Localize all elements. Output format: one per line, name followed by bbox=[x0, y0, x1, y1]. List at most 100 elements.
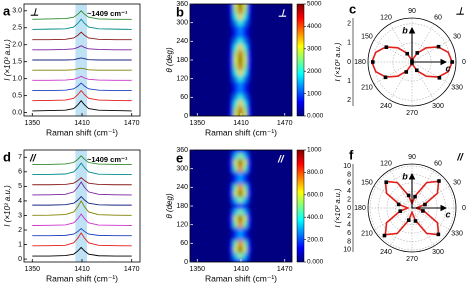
heatmap-cell bbox=[242, 234, 247, 241]
x-tick-label: 1350 bbox=[189, 266, 205, 273]
heatmap-cell bbox=[238, 159, 243, 166]
heatmap-cell bbox=[242, 112, 247, 116]
polarization-symbol: // bbox=[29, 154, 37, 165]
spectrum-line bbox=[32, 100, 132, 112]
data-point bbox=[384, 45, 389, 49]
spectrum-line bbox=[32, 213, 132, 226]
angle-tick-label: 240 bbox=[380, 249, 392, 256]
panel-letter: a bbox=[3, 3, 11, 18]
data-point bbox=[405, 51, 410, 56]
polar-spoke bbox=[411, 207, 435, 247]
highlight-band bbox=[75, 150, 87, 262]
x-tick-label: 1350 bbox=[24, 120, 40, 127]
heatmap-cell bbox=[233, 75, 239, 82]
heatmap-cell bbox=[246, 106, 252, 113]
heatmap-cell bbox=[233, 100, 239, 107]
heatmap-cell bbox=[238, 234, 243, 241]
heatmap-cell bbox=[229, 184, 234, 191]
heatmap-cell bbox=[233, 94, 239, 101]
y-tick-label: 0.0 bbox=[12, 109, 22, 116]
x-tick-label: 1410 bbox=[233, 120, 249, 127]
heatmap-cell bbox=[229, 19, 234, 26]
radial-tick-label: 0 bbox=[347, 205, 351, 212]
heatmap-cell bbox=[238, 88, 243, 95]
heatmap-cell bbox=[242, 178, 247, 185]
heatmap-cell bbox=[229, 38, 234, 45]
heatmap-cell bbox=[238, 165, 243, 172]
heatmap-cell bbox=[238, 252, 243, 259]
angle-tick-label: 240 bbox=[380, 103, 392, 110]
heatmap-cell bbox=[233, 215, 239, 222]
heatmap-cell bbox=[233, 50, 239, 57]
heatmap-cell bbox=[246, 171, 252, 178]
y-tick-label: 120 bbox=[176, 222, 188, 229]
y-tick-label: 0 bbox=[18, 256, 22, 263]
heatmap-cell bbox=[233, 165, 239, 172]
heatmap-cell bbox=[229, 240, 234, 247]
heatmap-cell bbox=[233, 7, 239, 14]
heatmap-cell bbox=[233, 63, 239, 70]
radial-tick-label: 4 bbox=[347, 222, 351, 229]
radial-tick-label: 4 bbox=[347, 188, 351, 195]
angle-tick-label: 150 bbox=[361, 33, 373, 40]
heatmap-cell bbox=[233, 4, 239, 8]
heatmap-cell bbox=[242, 153, 247, 160]
heatmap-cell bbox=[246, 4, 252, 8]
heatmap-cell bbox=[246, 81, 252, 88]
heatmap-cell bbox=[246, 69, 252, 76]
data-point bbox=[404, 70, 409, 74]
heatmap-cell bbox=[246, 25, 252, 32]
x-tick-label: 1470 bbox=[124, 120, 140, 127]
angle-tick-label: 270 bbox=[406, 256, 418, 263]
heatmap-cell bbox=[246, 221, 252, 228]
y-tick-label: 180 bbox=[176, 203, 188, 210]
heatmap-cell bbox=[246, 178, 252, 185]
heatmap-cell bbox=[246, 75, 252, 82]
heatmap-cell bbox=[229, 63, 234, 70]
heatmap-cell bbox=[242, 165, 247, 172]
heatmap-cell bbox=[229, 81, 234, 88]
angle-tick-label: 0 bbox=[462, 205, 466, 212]
spectrum-line bbox=[32, 67, 132, 71]
data-point bbox=[382, 233, 387, 238]
heatmap-cell bbox=[238, 240, 243, 247]
heatmap-cell bbox=[238, 7, 243, 14]
data-point bbox=[406, 193, 411, 198]
radial-tick-label: 1 bbox=[347, 40, 351, 47]
heatmap-cell bbox=[229, 171, 234, 178]
radial-tick-label: 2 bbox=[347, 21, 351, 28]
colorbar-tick-label: 800.0 bbox=[307, 169, 324, 176]
panel-letter: c bbox=[349, 1, 356, 16]
heatmap-cell bbox=[233, 150, 239, 154]
data-point bbox=[384, 180, 389, 185]
heatmap-cell bbox=[229, 190, 234, 197]
heatmap-cell bbox=[246, 7, 252, 14]
heatmap-cell bbox=[233, 240, 239, 247]
colorbar-tick-label: 600.0 bbox=[307, 192, 324, 199]
heatmap-cell bbox=[242, 190, 247, 197]
heatmap-cell bbox=[229, 221, 234, 228]
heatmap-cell bbox=[242, 94, 247, 101]
spectrum-line bbox=[32, 162, 132, 176]
polar-spoke bbox=[373, 39, 413, 63]
heatmap-cell bbox=[246, 19, 252, 26]
heatmap-cell bbox=[246, 32, 252, 39]
y-tick-label: 60 bbox=[180, 240, 188, 247]
panel-letter: d bbox=[3, 149, 11, 164]
radial-tick-label: 2 bbox=[347, 213, 351, 220]
heatmap-cell bbox=[242, 240, 247, 247]
heatmap-cell bbox=[242, 258, 247, 262]
heatmap-cell bbox=[242, 184, 247, 191]
heatmap-cell bbox=[233, 209, 239, 216]
heatmap-cell bbox=[233, 252, 239, 259]
angle-tick-label: 180 bbox=[354, 205, 366, 212]
y-tick-label: 240 bbox=[176, 38, 188, 45]
heatmap-cell bbox=[233, 190, 239, 197]
data-point bbox=[437, 179, 441, 183]
radial-tick-label: 0 bbox=[347, 59, 351, 66]
heatmap-cell bbox=[242, 209, 247, 216]
data-point bbox=[423, 202, 427, 207]
radial-tick-label: 2 bbox=[347, 97, 351, 104]
heatmap-cell bbox=[229, 56, 234, 64]
data-point bbox=[370, 60, 375, 64]
